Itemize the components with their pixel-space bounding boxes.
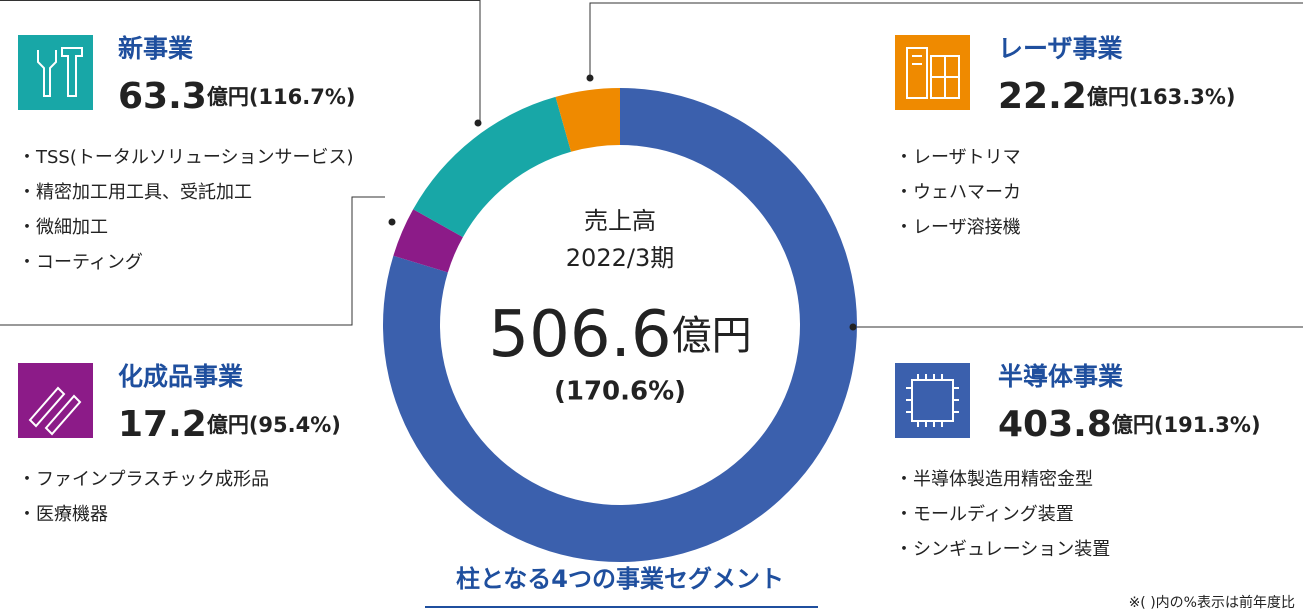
- leader-dot: [474, 119, 482, 127]
- segment-item: ・ファインプラスチック成形品: [18, 469, 269, 490]
- center-label: 売上高: [584, 207, 656, 235]
- value-number: 17.2: [118, 404, 207, 445]
- segment-item: ・モールディング装置: [895, 504, 1074, 525]
- note: ※( )内の%表示は前年度比: [1129, 594, 1295, 611]
- segment-item: ・レーザ溶接機: [895, 217, 1021, 238]
- leader-dot: [586, 74, 594, 82]
- segment-item: ・微細加工: [18, 217, 108, 238]
- chart-title: 柱となる4つの事業セグメント: [456, 565, 784, 593]
- value-growth: (116.7%): [249, 85, 356, 109]
- segment-item: ・シンギュレーション装置: [895, 539, 1110, 560]
- value-growth: (163.3%): [1129, 85, 1236, 109]
- icon-chemical: [18, 363, 93, 438]
- value-unit: 億円: [1087, 85, 1129, 109]
- icon-semiconductor: [895, 363, 970, 438]
- donut: [383, 88, 857, 562]
- segment-name: レーザ事業: [998, 34, 1123, 63]
- donut-segment: [393, 209, 463, 273]
- leader-line: [0, 196, 385, 326]
- center-total: 506.6億円: [488, 298, 751, 372]
- segment-value: 22.2億円(163.3%): [998, 76, 1236, 117]
- segment-value: 17.2億円(95.4%): [118, 404, 341, 445]
- segment-name: 新事業: [118, 34, 193, 63]
- value-number: 22.2: [998, 76, 1087, 117]
- segment-value: 403.8億円(191.3%): [998, 404, 1261, 445]
- value-unit: 億円: [207, 413, 249, 437]
- segment-item: ・半導体製造用精密金型: [895, 469, 1093, 490]
- value-number: 63.3: [118, 76, 207, 117]
- value-growth: (95.4%): [249, 413, 341, 437]
- leader-dot: [388, 218, 396, 226]
- value-growth: (191.3%): [1154, 413, 1261, 437]
- segment-item: ・精密加工用工具、受託加工: [18, 182, 252, 203]
- segment-item: ・コーティング: [18, 252, 143, 273]
- segment-item: ・TSS(トータルソリューションサービス): [18, 147, 354, 168]
- segment-item: ・ウェハマーカ: [895, 182, 1021, 203]
- leader-dot: [849, 323, 857, 331]
- value-unit: 億円: [1112, 413, 1154, 437]
- segment-item: ・医療機器: [18, 504, 108, 525]
- center-period: 2022/3期: [566, 244, 674, 272]
- segment-value: 63.3億円(116.7%): [118, 76, 356, 117]
- center-value: 506.6: [488, 298, 671, 372]
- segment-name: 化成品事業: [118, 362, 243, 391]
- leader-line: [589, 2, 1303, 78]
- value-unit: 億円: [207, 85, 249, 109]
- donut-segment: [413, 96, 572, 238]
- center-unit: 億円: [672, 313, 752, 359]
- segment-name: 半導体事業: [998, 362, 1123, 391]
- icon-new: [18, 35, 93, 110]
- icon-laser: [895, 35, 970, 110]
- center-growth: (170.6%): [554, 377, 686, 407]
- leader-line: [0, 0, 481, 123]
- donut-segment: [555, 88, 620, 152]
- segment-item: ・レーザトリマ: [895, 147, 1021, 168]
- value-number: 403.8: [998, 404, 1112, 445]
